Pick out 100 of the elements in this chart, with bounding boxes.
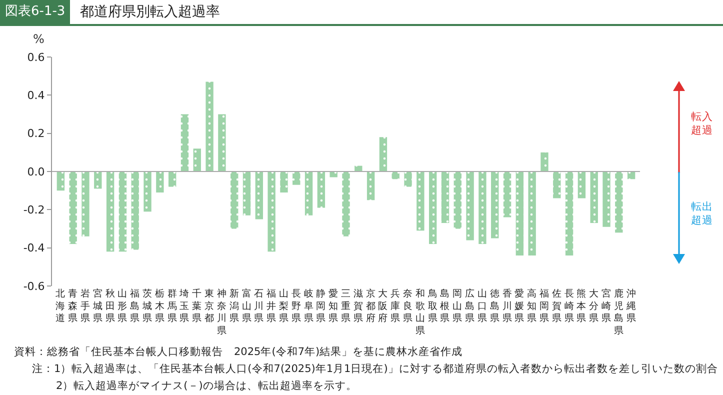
bar [82,172,90,236]
x-tick-label: 群馬県 [166,288,178,324]
x-tick-label: 長野県 [291,288,302,324]
x-tick-label: 新潟県 [229,288,240,324]
x-tick-label: 長崎県 [564,288,574,324]
bar [342,172,350,236]
x-tick-label: 山形県 [118,288,128,324]
bar [242,172,251,216]
x-tick-label: 岡山県 [452,288,463,324]
text: 2）転入超過率がマイナス(－)の場合は、転出超過率を示す。 [56,379,357,393]
x-tick-label: 福島県 [130,288,140,324]
x-tick-label: 三重県 [341,288,351,324]
x-tick-label: 宮城県 [92,288,103,324]
text: 図表6-1-3 [0,0,70,24]
bar [317,172,326,208]
x-tick-label: 秋田県 [105,288,116,324]
bar [602,172,610,227]
bar [131,172,139,250]
x-tick-label: 愛媛県 [514,288,525,324]
bar [268,172,276,252]
bar [516,172,524,256]
x-tick-label: 島根県 [440,288,450,324]
x-tick-label: 沖縄県 [625,288,636,324]
x-tick-label: 宮崎県 [602,288,612,324]
y-tick-label: 0.4 [27,89,45,102]
x-tick-label: 福井県 [266,288,277,324]
x-tick-label: 千葉県 [192,288,202,324]
bar [503,172,512,218]
x-tick-label: 神奈川県 [216,288,227,337]
bar [528,172,536,256]
bar [94,172,102,189]
bar [193,148,201,172]
bar [553,172,561,198]
bar [304,172,313,216]
bar [56,172,65,191]
y-tick-label: -0.6 [23,280,45,293]
bar [206,82,214,172]
x-tick-label: 北海道 [56,288,66,324]
x-tick-label: 大分県 [589,288,600,324]
bar [255,172,264,220]
x-tick-label: 香川県 [502,288,512,324]
x-tick-label: 大阪府 [378,288,388,324]
x-tick-label: 東京都 [204,288,215,324]
x-tick-label: 熊本県 [576,288,587,324]
bar [540,152,548,172]
y-axis-title: % [33,32,44,46]
bar [478,172,486,244]
x-tick-label: 栃木県 [154,288,165,324]
bar [354,166,362,172]
x-tick-label: 山口県 [477,288,488,324]
y-tick-label: 0.2 [27,127,45,140]
bar [156,172,164,192]
y-tick-label: 0.0 [27,165,45,178]
bar [69,172,77,244]
bar [491,172,499,238]
bar [404,172,412,187]
x-tick-label: 兵庫県 [390,288,401,324]
text: 資料：総務省「住民基本台帳人口移動報告 2025年(令和7年)結果」を基に農林水産省作成 [14,345,463,359]
x-tick-label: 青森県 [68,288,78,324]
bar [379,137,388,172]
bar [180,114,189,172]
x-tick-label: 鳥取県 [426,288,438,324]
bar [144,172,152,212]
bar [218,114,226,172]
bar [615,172,623,233]
y-tick-label: -0.2 [23,204,45,217]
x-tick-label: 徳島県 [490,288,500,324]
x-tick-label: 和歌山県 [415,288,426,337]
bar [454,172,462,229]
bar [441,172,450,224]
x-tick-label: 奈良県 [403,288,414,324]
text: 転入超過 [691,110,713,137]
x-tick-label: 福岡県 [539,288,550,324]
bar [416,172,424,231]
x-tick-label: 茨城県 [142,288,153,324]
x-tick-label: 岐阜県 [304,288,314,324]
bar [565,172,574,256]
x-tick-label: 鹿児島県 [614,288,624,337]
x-tick-label: 岩手県 [80,288,90,324]
bar [428,172,437,244]
x-tick-label: 佐賀県 [552,288,562,324]
bar [292,172,300,185]
bar [118,172,127,252]
y-tick-label: 0.6 [27,50,45,64]
y-tick-label: -0.4 [23,242,45,255]
x-tick-label: 富山県 [242,288,252,324]
text: 注：1）転入超過率は、「住民基本台帳人口(令和7(2025)年1月1日現在)」に対する都道府県の転入者数から転出者数を差し引いた数の割合 [32,362,718,376]
bar [280,172,288,192]
bar [578,172,586,198]
chart-title: 都道府県別転入超過率 [80,3,220,21]
x-tick-label: 広島県 [465,288,476,324]
bar [106,172,114,252]
x-tick-label: 京都府 [366,288,376,324]
x-tick-label: 静岡県 [316,288,326,324]
text: 転出超過 [691,200,713,227]
bar [366,172,375,200]
x-tick-label: 石川県 [254,288,264,324]
x-tick-label: 高知県 [527,288,538,324]
x-tick-label: 愛知県 [328,288,339,324]
bar [168,172,176,187]
